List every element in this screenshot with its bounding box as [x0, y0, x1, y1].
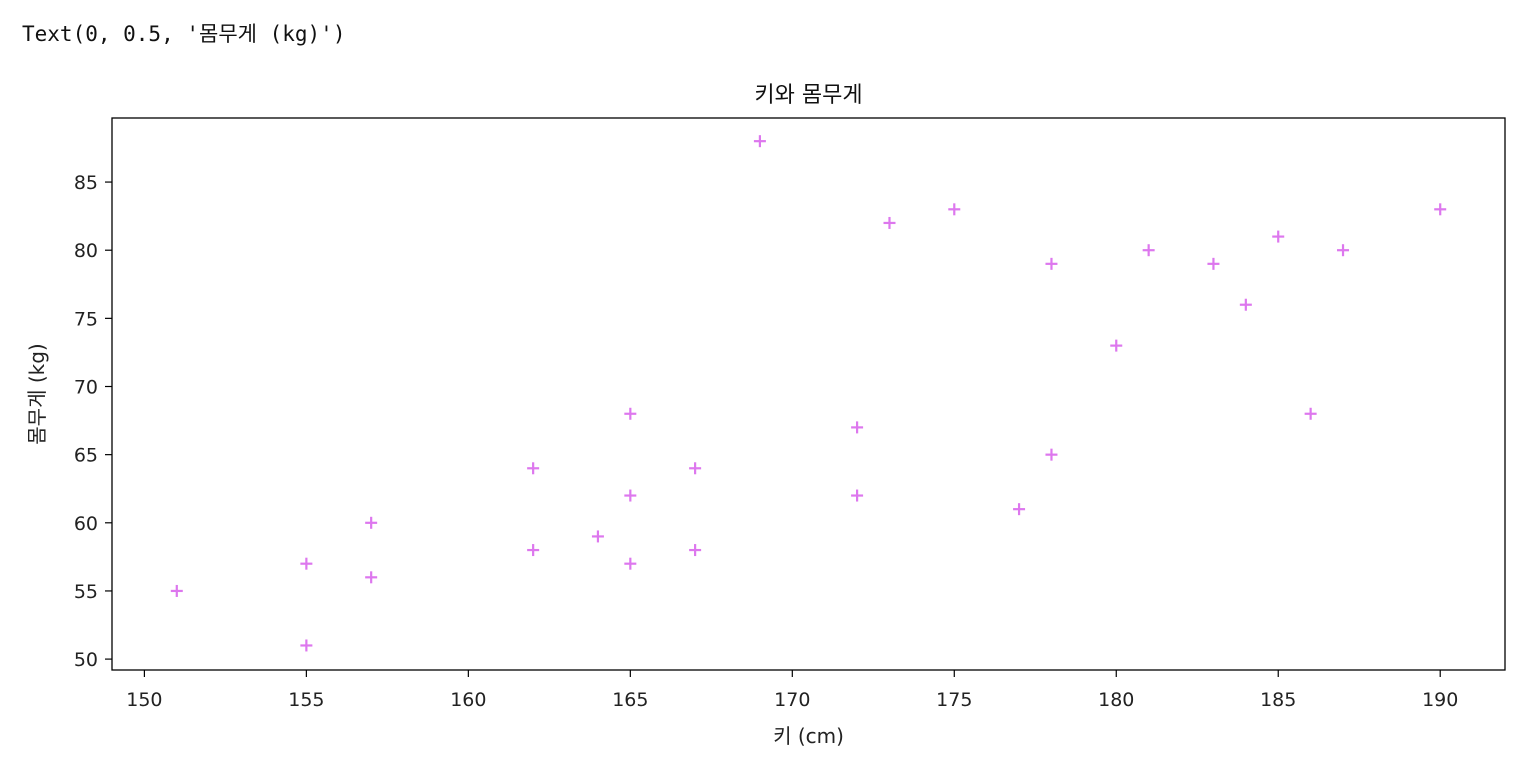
- data-point: [1110, 339, 1123, 352]
- data-point: [1272, 230, 1285, 243]
- data-point: [883, 216, 896, 229]
- data-point: [1434, 203, 1447, 216]
- data-point: [624, 489, 637, 502]
- data-point: [1304, 407, 1317, 420]
- data-point: [1142, 244, 1155, 257]
- data-point: [689, 544, 702, 557]
- y-tick-label: 70: [74, 377, 98, 399]
- y-tick-label: 75: [74, 308, 98, 330]
- chart-title: 키와 몸무게: [754, 83, 862, 108]
- data-points: [170, 135, 1447, 652]
- x-tick-label: 185: [1260, 689, 1296, 711]
- x-axis-title: 키 (cm): [773, 724, 844, 748]
- data-point: [1013, 503, 1026, 516]
- data-point: [170, 584, 183, 597]
- y-axis-title: 몸무게 (kg): [25, 343, 49, 444]
- data-point: [851, 489, 864, 502]
- data-point: [365, 571, 378, 584]
- data-point: [1045, 257, 1058, 270]
- x-tick-label: 155: [288, 689, 324, 711]
- data-point: [300, 557, 313, 570]
- x-tick-label: 170: [774, 689, 810, 711]
- data-point: [948, 203, 961, 216]
- data-point: [1239, 298, 1252, 311]
- data-point: [591, 530, 604, 543]
- y-tick-label: 85: [74, 172, 98, 194]
- x-tick-label: 160: [450, 689, 486, 711]
- data-point: [300, 639, 313, 652]
- data-point: [851, 421, 864, 434]
- data-point: [527, 462, 540, 475]
- data-point: [1207, 257, 1220, 270]
- data-point: [1045, 448, 1058, 461]
- data-point: [365, 516, 378, 529]
- data-point: [689, 462, 702, 475]
- y-tick-label: 65: [74, 445, 98, 467]
- x-tick-label: 190: [1422, 689, 1458, 711]
- data-point: [527, 544, 540, 557]
- x-tick-label: 165: [612, 689, 648, 711]
- x-tick-label: 180: [1098, 689, 1134, 711]
- data-point: [1337, 244, 1350, 257]
- y-axis: 50 55 60 65 70 75 80 85: [74, 172, 112, 671]
- data-point: [624, 557, 637, 570]
- y-tick-label: 60: [74, 513, 98, 535]
- x-tick-label: 175: [936, 689, 972, 711]
- cell-output-text: Text(0, 0.5, '몸무게 (kg)'): [22, 22, 346, 46]
- x-tick-label: 150: [126, 689, 162, 711]
- data-point: [624, 407, 637, 420]
- y-tick-label: 55: [74, 581, 98, 603]
- data-point: [753, 135, 766, 148]
- plot-area-frame: [111, 117, 1506, 671]
- x-axis: 150 155 160 165 170 175 180 185 190: [126, 670, 1458, 711]
- y-tick-label: 50: [74, 649, 98, 671]
- y-tick-label: 80: [74, 240, 98, 262]
